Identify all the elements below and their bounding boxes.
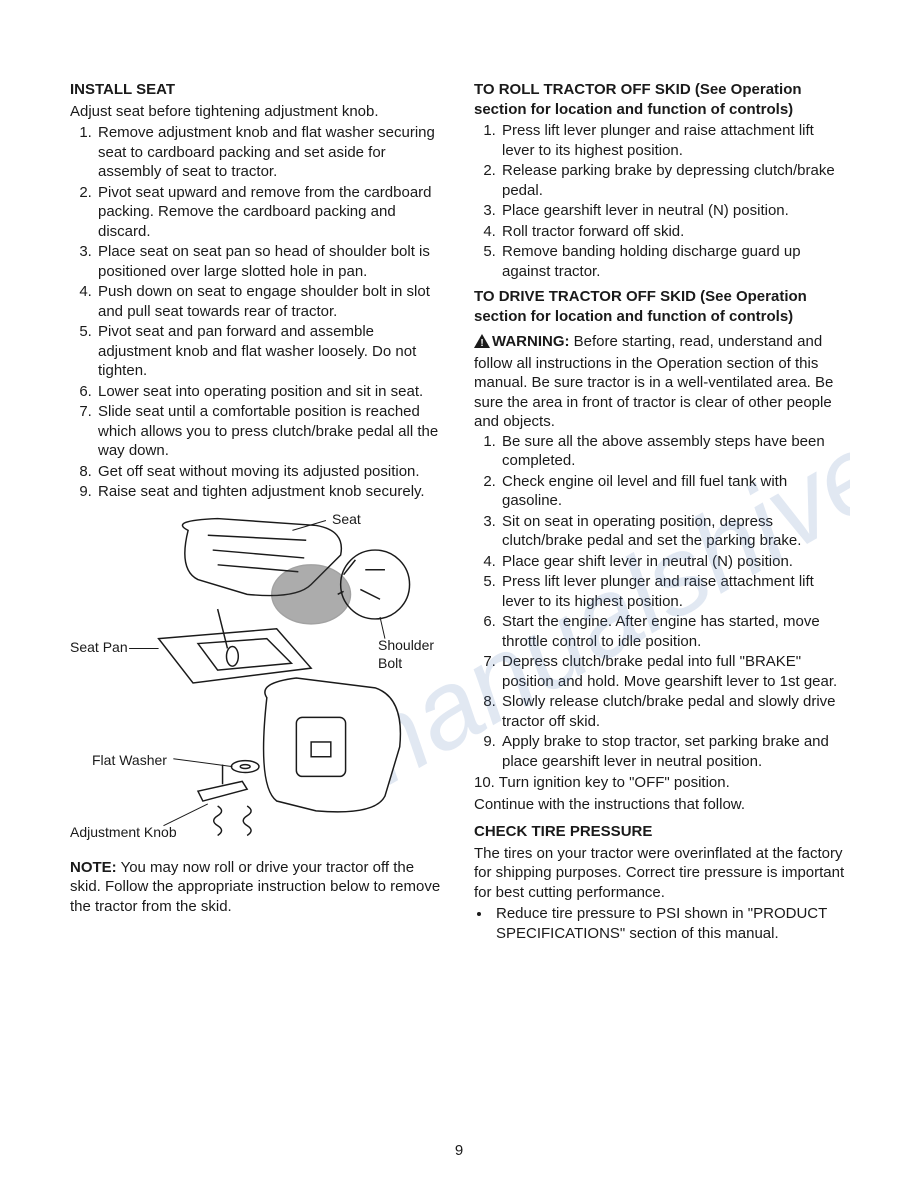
label-flat-washer: Flat Washer — [92, 751, 167, 769]
step: Pivot seat and pan forward and assemble … — [96, 322, 444, 381]
content-columns: INSTALL SEAT Adjust seat before tighteni… — [70, 80, 848, 944]
warning-block: ! WARNING: Before starting, read, unders… — [474, 332, 848, 432]
install-seat-intro: Adjust seat before tightening adjustment… — [70, 102, 444, 122]
step: Get off seat without moving its adjusted… — [96, 462, 444, 482]
right-column: TO ROLL TRACTOR OFF SKID (See Operation … — [474, 80, 848, 944]
step: Slowly release clutch/brake pedal and sl… — [500, 692, 848, 731]
install-seat-title: INSTALL SEAT — [70, 80, 444, 100]
step: Remove adjustment knob and flat washer s… — [96, 123, 444, 182]
label-shoulder-bolt: Shoulder Bolt — [378, 636, 448, 672]
page-number: 9 — [0, 1141, 918, 1161]
step: Push down on seat to engage shoulder bol… — [96, 282, 444, 321]
warning-icon: ! — [474, 334, 490, 354]
step: Raise seat and tighten adjustment knob s… — [96, 482, 444, 502]
step: Slide seat until a comfortable position … — [96, 402, 444, 461]
step: Start the engine. After engine has start… — [500, 612, 848, 651]
step: Remove banding holding discharge guard u… — [500, 242, 848, 281]
label-adjustment-knob: Adjustment Knob — [70, 823, 177, 841]
step: Check engine oil level and fill fuel tan… — [500, 472, 848, 511]
warning-label: WARNING: — [492, 333, 570, 350]
step: Be sure all the above assembly steps hav… — [500, 432, 848, 471]
step: Place gearshift lever in neutral (N) pos… — [500, 201, 848, 221]
drive-tractor-title: TO DRIVE TRACTOR OFF SKID (See Operation… — [474, 287, 848, 326]
check-tire-bullets: Reduce tire pressure to PSI shown in "PR… — [474, 904, 848, 943]
bullet: Reduce tire pressure to PSI shown in "PR… — [492, 904, 848, 943]
step: Press lift lever plunger and raise attac… — [500, 121, 848, 160]
label-seat-pan: Seat Pan — [70, 638, 128, 656]
seat-diagram: Seat Seat Pan Shoulder Bolt Flat Washer … — [70, 508, 444, 848]
page: manualshive INSTALL SEAT Adjust seat bef… — [0, 0, 918, 1188]
check-tire-title: CHECK TIRE PRESSURE — [474, 822, 848, 842]
step: Place seat on seat pan so head of should… — [96, 242, 444, 281]
check-tire-intro: The tires on your tractor were overinfla… — [474, 844, 848, 903]
note: NOTE: You may now roll or drive your tra… — [70, 858, 444, 917]
step: Sit on seat in operating position, depre… — [500, 512, 848, 551]
install-seat-steps: Remove adjustment knob and flat washer s… — [70, 123, 444, 502]
step: Roll tractor forward off skid. — [500, 222, 848, 242]
step: Depress clutch/brake pedal into full "BR… — [500, 652, 848, 691]
roll-tractor-steps: Press lift lever plunger and raise attac… — [474, 121, 848, 281]
note-text: You may now roll or drive your tractor o… — [70, 859, 440, 915]
svg-text:!: ! — [480, 338, 483, 348]
step: Apply brake to stop tractor, set parking… — [500, 732, 848, 771]
step: Lower seat into operating position and s… — [96, 382, 444, 402]
step: Place gear shift lever in neutral (N) po… — [500, 552, 848, 572]
roll-tractor-title: TO ROLL TRACTOR OFF SKID (See Operation … — [474, 80, 848, 119]
step: Release parking brake by depressing clut… — [500, 161, 848, 200]
note-label: NOTE: — [70, 859, 117, 876]
step-10: 10. Turn ignition key to "OFF" position. — [474, 773, 848, 793]
left-column: INSTALL SEAT Adjust seat before tighteni… — [70, 80, 444, 944]
step: Press lift lever plunger and raise attac… — [500, 572, 848, 611]
step: Pivot seat upward and remove from the ca… — [96, 183, 444, 242]
drive-tractor-steps: Be sure all the above assembly steps hav… — [474, 432, 848, 772]
continue-text: Continue with the instructions that foll… — [474, 795, 848, 815]
label-seat: Seat — [332, 510, 361, 528]
